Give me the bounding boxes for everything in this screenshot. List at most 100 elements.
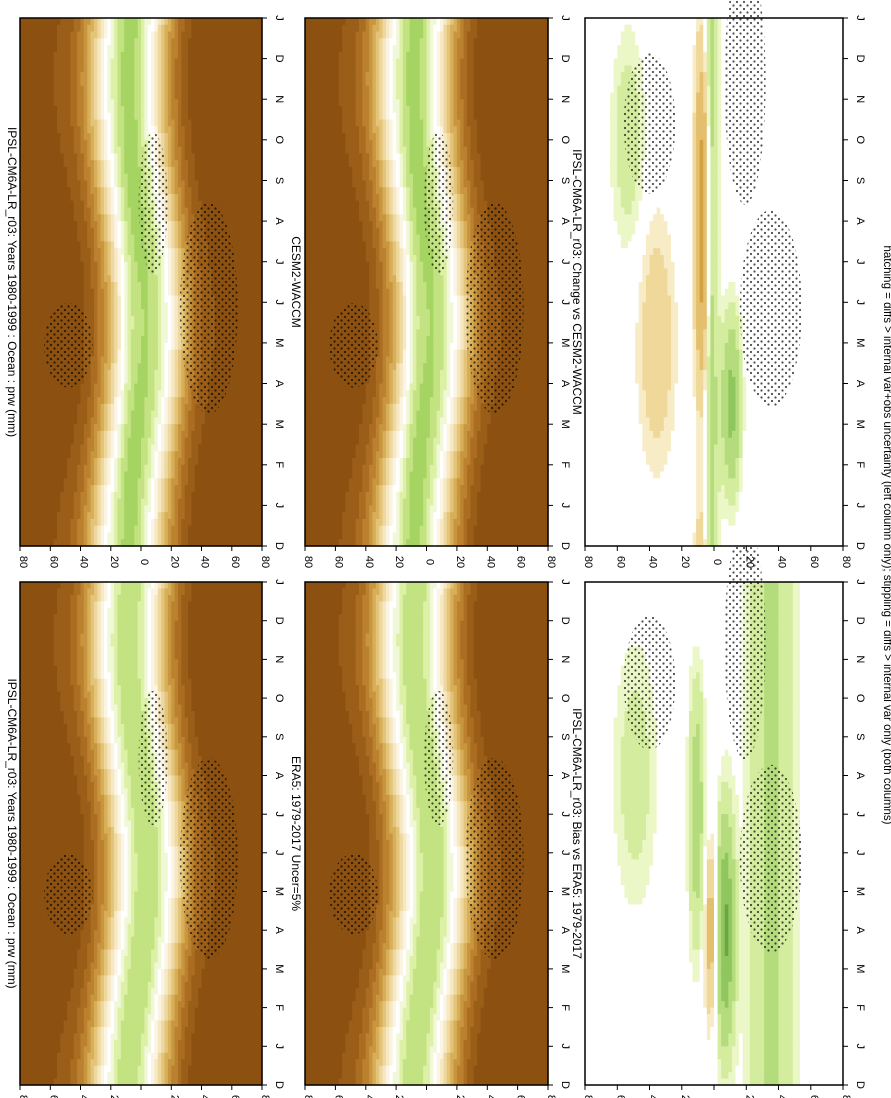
heatmap-cell — [80, 775, 85, 783]
heatmap-cell — [56, 627, 61, 635]
heatmap-cell — [100, 769, 105, 777]
heatmap-cell — [184, 936, 189, 944]
heatmap-cell — [154, 582, 159, 590]
heatmap-cell — [36, 601, 41, 609]
heatmap-cell — [80, 582, 85, 590]
heatmap-cell — [154, 594, 159, 602]
heatmap-cell — [120, 698, 125, 706]
heatmap-cell — [104, 775, 108, 783]
heatmap-cell — [70, 749, 75, 757]
heatmap-cell — [80, 814, 85, 822]
heatmap-cell — [100, 956, 105, 964]
heatmap-cell — [23, 665, 28, 673]
heatmap-cell — [154, 981, 159, 989]
heatmap-cell — [114, 852, 119, 860]
heatmap-cell — [104, 607, 108, 615]
heatmap-cell — [23, 852, 28, 860]
heatmap-cell — [110, 1020, 115, 1028]
heatmap-cell — [67, 814, 72, 822]
heatmap-cell — [80, 994, 85, 1002]
heatmap-cell — [93, 930, 98, 938]
heatmap-cell — [30, 723, 35, 731]
heatmap-cell — [40, 601, 45, 609]
heatmap-cell — [36, 762, 41, 770]
heatmap-cell — [20, 749, 24, 757]
heatmap-cell — [117, 949, 122, 957]
heatmap-cell — [30, 698, 35, 706]
heatmap-cell — [127, 588, 132, 596]
heatmap-cell — [33, 652, 38, 660]
heatmap-cell — [100, 930, 105, 938]
heatmap-cell — [100, 749, 105, 757]
heatmap-cell — [114, 930, 119, 938]
heatmap-cell — [114, 1039, 119, 1047]
heatmap-cell — [50, 1065, 55, 1073]
heatmap-cell — [130, 665, 135, 673]
heatmap-cell — [90, 620, 95, 628]
heatmap-cell — [30, 956, 35, 964]
heatmap-cell — [73, 962, 78, 970]
heatmap-cell — [43, 923, 48, 931]
heatmap-cell — [97, 614, 102, 622]
heatmap-cell — [80, 1072, 85, 1080]
heatmap-cell — [33, 607, 38, 615]
heatmap-cell — [130, 994, 135, 1002]
heatmap-cell — [50, 614, 55, 622]
heatmap-cell — [80, 594, 85, 602]
heatmap-cell — [40, 665, 45, 673]
heatmap-cell — [134, 807, 139, 815]
heatmap-cell — [56, 1065, 61, 1073]
heatmap-cell — [23, 672, 28, 680]
heatmap-cell — [23, 769, 28, 777]
heatmap-cell — [154, 672, 159, 680]
heatmap-cell — [56, 820, 61, 828]
heatmap-cell — [93, 646, 98, 654]
heatmap-cell — [46, 1039, 51, 1047]
heatmap-cell — [87, 620, 92, 628]
heatmap-cell — [43, 994, 48, 1002]
heatmap-cell — [53, 839, 58, 847]
heatmap-cell — [33, 917, 38, 925]
heatmap-cell — [87, 743, 92, 751]
heatmap-cell — [43, 968, 48, 976]
heatmap-cell — [120, 1046, 125, 1054]
heatmap-cell — [114, 1001, 119, 1009]
heatmap-cell — [90, 1065, 95, 1073]
heatmap-cell — [97, 775, 102, 783]
heatmap-cell — [50, 607, 55, 615]
heatmap-cell — [107, 981, 112, 989]
heatmap-cell — [63, 827, 68, 835]
heatmap-cell — [53, 659, 58, 667]
heatmap-cell — [73, 781, 78, 789]
heatmap-cell — [23, 582, 28, 590]
heatmap-cell — [26, 904, 31, 912]
heatmap-cell — [87, 672, 92, 680]
heatmap-cell — [73, 1046, 78, 1054]
heatmap-cell — [36, 685, 41, 693]
heatmap-cell — [40, 627, 45, 635]
heatmap-cell — [30, 904, 35, 912]
heatmap-cell — [100, 949, 105, 957]
heatmap-cell — [97, 897, 102, 906]
heatmap-cell — [70, 756, 75, 764]
heatmap-cell — [107, 730, 112, 738]
heatmap-cell — [100, 801, 105, 809]
heatmap-cell — [120, 962, 125, 970]
heatmap-cell — [93, 859, 98, 867]
heatmap-cell — [46, 1046, 51, 1054]
heatmap-cell — [43, 594, 48, 602]
heatmap-cell — [80, 691, 85, 699]
heatmap-cell — [100, 794, 105, 802]
heatmap-cell — [110, 1033, 115, 1041]
heatmap-cell — [110, 736, 115, 744]
heatmap-cell — [36, 646, 41, 654]
heatmap-cell — [104, 923, 108, 931]
heatmap-cell — [104, 872, 108, 880]
heatmap-cell — [104, 633, 108, 641]
heatmap-cell — [127, 730, 132, 738]
heatmap-cell — [40, 801, 45, 809]
heatmap-cell — [87, 594, 92, 602]
heatmap-cell — [33, 814, 38, 822]
heatmap-cell — [56, 601, 61, 609]
heatmap-cell — [50, 588, 55, 596]
